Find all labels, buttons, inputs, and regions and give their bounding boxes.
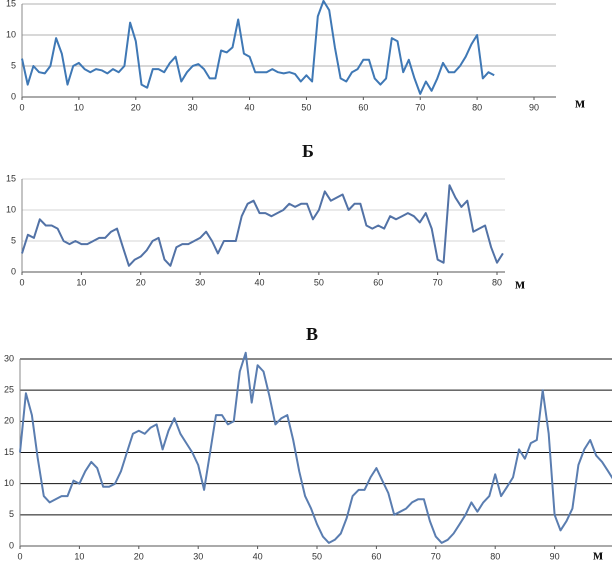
x-axis-label: м	[575, 95, 585, 111]
x-tick-label: 40	[253, 551, 263, 561]
x-tick-label: 20	[134, 551, 144, 561]
x-axis-label: м	[515, 276, 525, 292]
chart-title: В	[306, 324, 318, 344]
x-tick-label: 30	[195, 277, 205, 287]
x-tick-label: 0	[19, 102, 24, 112]
x-tick-label: 80	[492, 277, 502, 287]
y-tick-label: 0	[9, 540, 14, 550]
y-tick-label: 0	[11, 266, 16, 276]
y-tick-label: 30	[4, 353, 14, 363]
data-line	[21, 184, 504, 267]
y-tick-label: 15	[6, 0, 16, 8]
y-tick-label: 0	[11, 91, 16, 101]
x-tick-label: 10	[74, 551, 84, 561]
x-tick-label: 60	[358, 102, 368, 112]
x-tick-label: 40	[254, 277, 264, 287]
x-tick-label: 80	[490, 551, 500, 561]
y-tick-label: 25	[4, 385, 14, 395]
y-tick-label: 20	[4, 416, 14, 426]
y-tick-label: 10	[6, 204, 16, 214]
x-tick-label: 80	[472, 102, 482, 112]
x-tick-label: 90	[550, 551, 560, 561]
x-tick-label: 50	[314, 277, 324, 287]
x-tick-label: 70	[431, 551, 441, 561]
y-tick-label: 15	[4, 447, 14, 457]
y-tick-label: 15	[6, 173, 16, 183]
x-tick-label: 40	[245, 102, 255, 112]
x-axis-label: м	[593, 547, 603, 563]
x-tick-label: 60	[371, 551, 381, 561]
y-tick-label: 10	[6, 29, 16, 39]
x-tick-label: 0	[19, 277, 24, 287]
x-tick-label: 20	[136, 277, 146, 287]
x-tick-label: 50	[301, 102, 311, 112]
x-tick-label: 60	[373, 277, 383, 287]
y-tick-label: 5	[11, 235, 16, 245]
x-tick-label: 0	[17, 551, 22, 561]
chart-title: Б	[302, 141, 314, 161]
x-tick-label: 70	[415, 102, 425, 112]
x-tick-label: 30	[193, 551, 203, 561]
x-tick-label: 10	[76, 277, 86, 287]
y-tick-label: 5	[9, 509, 14, 519]
x-tick-label: 70	[433, 277, 443, 287]
data-line	[19, 351, 612, 544]
x-tick-label: 20	[131, 102, 141, 112]
y-tick-label: 5	[11, 60, 16, 70]
x-tick-label: 50	[312, 551, 322, 561]
data-line	[21, 0, 495, 95]
x-tick-label: 30	[188, 102, 198, 112]
y-tick-label: 10	[4, 478, 14, 488]
x-tick-label: 90	[529, 102, 539, 112]
x-tick-label: 10	[74, 102, 84, 112]
